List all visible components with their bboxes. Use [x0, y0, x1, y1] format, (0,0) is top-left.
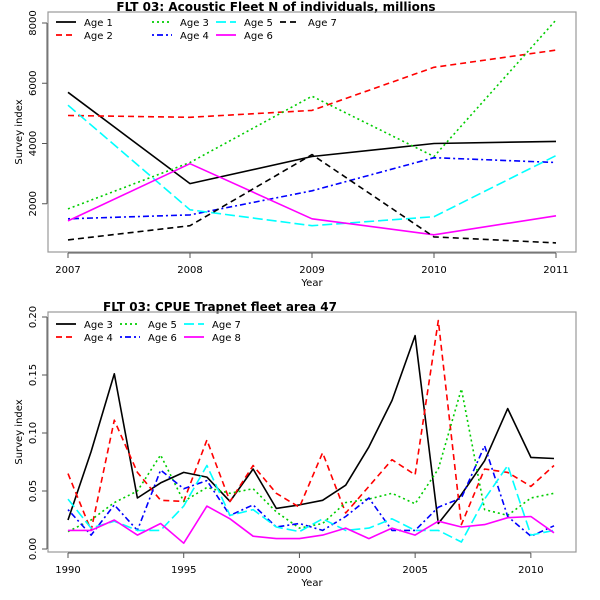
x-tick-label: 2007: [55, 265, 80, 276]
x-axis: 2007 2008 2009 2010 2011: [55, 252, 569, 276]
y-tick-label: 0.00: [28, 538, 39, 560]
legend-label: Age 1: [84, 18, 113, 29]
x-tick-label: 1995: [171, 565, 196, 576]
plot-frame: [47, 11, 577, 253]
chart-panel-acoustic-fleet: FLT 03: Acoustic Fleet N of individuals,…: [14, 0, 577, 289]
legend-item: Age 7: [184, 320, 241, 331]
series-lines: [67, 19, 557, 244]
legend-item: Age 8: [184, 333, 241, 344]
series-line-age-3: [67, 334, 555, 525]
chart-panel-cpue-trapnet: FLT 03: CPUE Trapnet fleet area 47 Year …: [14, 300, 577, 589]
series-line-age-7: [67, 464, 555, 543]
series-line-age-4: [67, 156, 557, 220]
legend-label: Age 7: [308, 18, 337, 29]
legend-item: Age 5: [216, 18, 273, 29]
series-line-age-5: [67, 104, 557, 227]
x-tick-label: 2011: [543, 265, 568, 276]
legend-item: Age 6: [120, 333, 177, 344]
y-axis: 2000 4000 6000 8000: [28, 10, 48, 216]
series-line-age-6: [67, 162, 557, 236]
chart-title: FLT 03: CPUE Trapnet fleet area 47: [103, 300, 337, 314]
legend: Age 1 Age 2 Age 3 Age 4 Age 5 Age 6 Age 7: [56, 18, 337, 42]
legend-label: Age 3: [180, 18, 209, 29]
x-tick-label: 2009: [299, 265, 324, 276]
y-axis-label: Survey index: [14, 99, 25, 164]
x-tick-label: 2005: [402, 565, 427, 576]
x-tick-label: 1990: [55, 565, 80, 576]
series-line-age-3: [67, 19, 557, 210]
legend: Age 3 Age 4 Age 5 Age 6 Age 7 Age 8: [56, 320, 241, 344]
series-line-age-4: [67, 319, 555, 532]
y-tick-label: 0.15: [28, 364, 39, 386]
y-tick-label: 0.05: [28, 480, 39, 502]
x-tick-label: 2010: [421, 265, 446, 276]
legend-label: Age 6: [148, 333, 177, 344]
series-line-age-5: [67, 388, 555, 533]
chart-title: FLT 03: Acoustic Fleet N of individuals,…: [116, 0, 435, 14]
legend-item: Age 3: [56, 320, 113, 331]
legend-item: Age 1: [56, 18, 113, 29]
legend-label: Age 5: [244, 18, 273, 29]
y-tick-label: 0.10: [28, 422, 39, 444]
legend-label: Age 4: [84, 333, 113, 344]
y-tick-label: 4000: [28, 131, 39, 156]
x-axis-label: Year: [300, 578, 323, 589]
series-line-age-2: [67, 49, 557, 119]
legend-item: Age 6: [216, 31, 273, 42]
x-axis: 1990 1995 2000 2005 2010: [55, 552, 544, 576]
x-tick-label: 2008: [177, 265, 202, 276]
series-line-age-7: [67, 153, 557, 244]
x-tick-label: 2010: [518, 565, 543, 576]
legend-item: Age 7: [280, 18, 337, 29]
legend-label: Age 4: [180, 31, 209, 42]
legend-item: Age 2: [56, 31, 113, 42]
y-tick-label: 2000: [28, 191, 39, 216]
x-tick-label: 2000: [287, 565, 312, 576]
x-axis-label: Year: [300, 278, 323, 289]
y-axis-label: Survey index: [14, 399, 25, 464]
y-tick-label: 6000: [28, 71, 39, 96]
series-line-age-6: [67, 444, 555, 538]
legend-label: Age 5: [148, 320, 177, 331]
legend-item: Age 4: [56, 333, 113, 344]
series-lines: [67, 319, 555, 545]
legend-label: Age 8: [212, 333, 241, 344]
y-tick-label: 0.20: [28, 306, 39, 328]
legend-item: Age 3: [152, 18, 209, 29]
legend-label: Age 2: [84, 31, 113, 42]
plot-frame: [47, 311, 577, 553]
legend-label: Age 7: [212, 320, 241, 331]
legend-label: Age 6: [244, 31, 273, 42]
legend-item: Age 4: [152, 31, 209, 42]
series-line-age-8: [68, 505, 555, 545]
y-axis: 0.00 0.05 0.10 0.15 0.20: [28, 306, 48, 560]
legend-label: Age 3: [84, 320, 113, 331]
legend-item: Age 5: [120, 320, 177, 331]
series-line-age-1: [67, 91, 557, 185]
y-tick-label: 8000: [28, 10, 39, 35]
